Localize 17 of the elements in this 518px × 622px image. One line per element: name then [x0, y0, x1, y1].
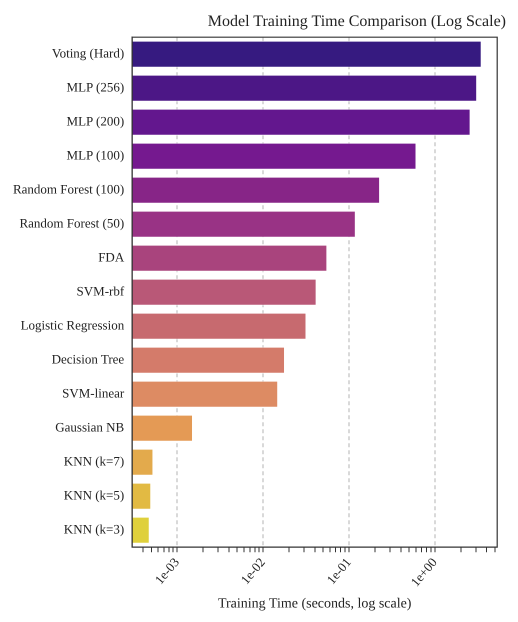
y-tick-label: Voting (Hard): [52, 46, 124, 61]
y-tick-label: Logistic Regression: [20, 318, 125, 333]
y-tick-label: MLP (200): [66, 114, 124, 129]
chart-title: Model Training Time Comparison (Log Scale): [208, 12, 506, 30]
x-axis-title: Training Time (seconds, log scale): [218, 596, 412, 612]
y-tick-label: FDA: [98, 250, 125, 265]
y-tick-label: Random Forest (100): [12, 182, 124, 197]
y-tick-label: KNN (k=3): [64, 522, 124, 537]
y-tick-label: Decision Tree: [52, 352, 124, 367]
y-tick-label: SVM-rbf: [76, 284, 125, 299]
y-tick-label: KNN (k=7): [64, 454, 124, 469]
y-tick-label: Gaussian NB: [55, 420, 125, 435]
y-tick-label: SVM-linear: [62, 386, 125, 401]
y-tick-label: KNN (k=5): [64, 488, 124, 503]
y-tick-label: MLP (256): [66, 80, 124, 95]
y-tick-label: Random Forest (50): [19, 216, 124, 231]
y-tick-label: MLP (100): [66, 148, 124, 163]
